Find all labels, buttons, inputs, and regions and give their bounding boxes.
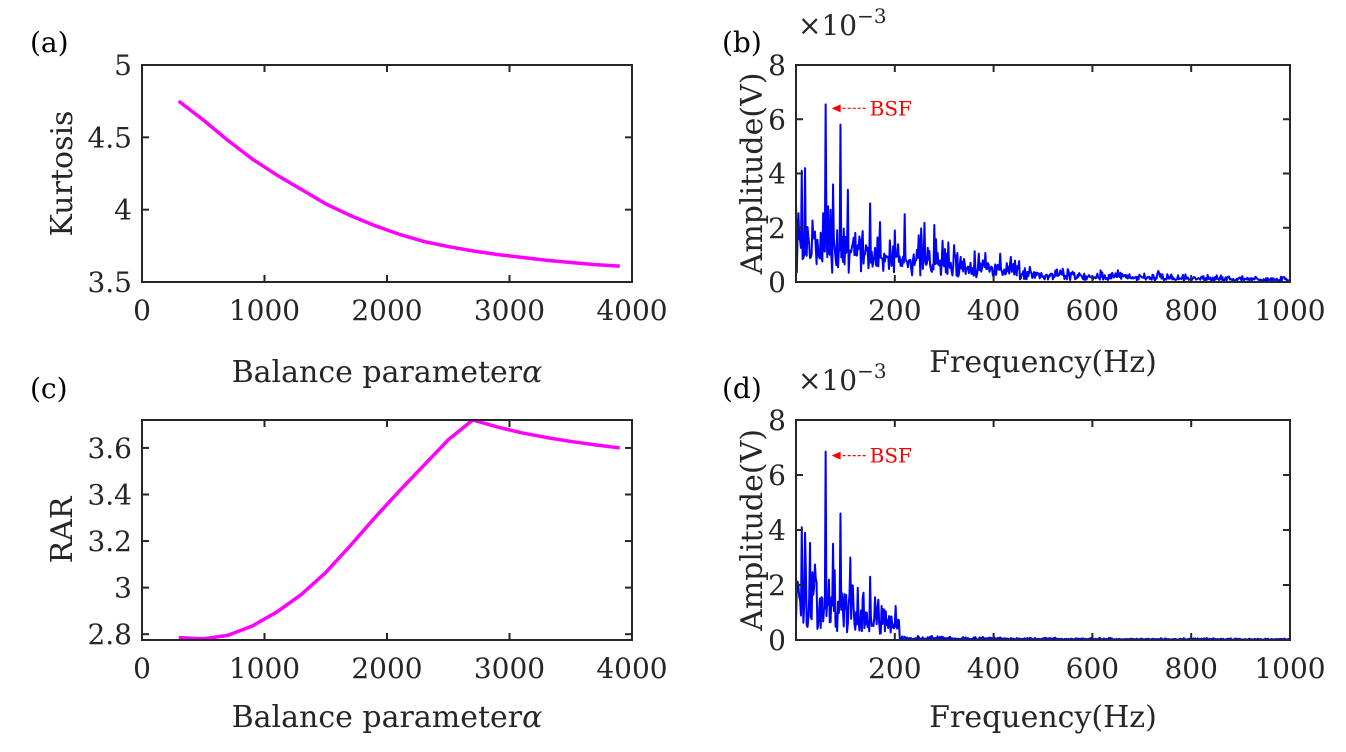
x-tick-label: 2000 [351, 652, 422, 685]
y-tick-label: 3.5 [87, 266, 132, 299]
x-tick-label: 4000 [596, 652, 667, 685]
panel-label: (c) [30, 372, 68, 405]
y-tick-label: 4 [114, 194, 132, 227]
y-tick-label: 3 [114, 572, 132, 605]
panel-d: 200 400 600 800 1000 0 2 4 6 8 Frequency(Hz) Amplit… [722, 359, 1326, 735]
x-axis-label: Balance parameterα [232, 700, 543, 735]
x-tick-label: 800 [1164, 652, 1217, 685]
x-tick-label: 0 [133, 294, 151, 327]
y-tick-label: 0 [768, 624, 786, 657]
y-tick-label: 4 [768, 514, 786, 547]
panel-c: 0 1000 2000 3000 4000 2.8 3 3.2 3.4 3.6 Balance pa… [30, 372, 668, 735]
y-tick-label: 2 [768, 212, 786, 245]
x-tick-label: 400 [967, 652, 1020, 685]
x-tick-label: 0 [133, 652, 151, 685]
y-tick-label: 6 [768, 459, 786, 492]
y-tick-label: 4 [768, 158, 786, 191]
panel-label: (a) [30, 26, 69, 59]
x-tick-label: 4000 [596, 294, 667, 327]
panel-a: 0 1000 2000 3000 4000 3.5 4 4.5 5 Balance paramet… [30, 26, 668, 390]
x-tick-label: 1000 [1254, 652, 1325, 685]
annotation-arrow-head [831, 451, 841, 460]
annotation-label: BSF [870, 96, 912, 120]
x-axis-label: Frequency(Hz) [929, 700, 1157, 735]
data-series-line [178, 420, 620, 640]
axes-box [141, 64, 633, 283]
annotation-label: BSF [870, 444, 912, 468]
x-tick-label: 1000 [229, 294, 300, 327]
y-tick-label: 0 [768, 266, 786, 299]
x-tick-label: 3000 [474, 294, 545, 327]
x-tick-label: 200 [868, 294, 921, 327]
spectrum-line [796, 450, 1290, 640]
x-tick-label: 600 [1066, 652, 1119, 685]
y-tick-label: 2 [768, 569, 786, 602]
panel-label: (d) [722, 372, 762, 405]
y-axis-label: Amplitude(V) [735, 73, 770, 276]
y-tick-label: 2.8 [87, 618, 132, 651]
x-tick-label: 800 [1164, 294, 1217, 327]
y-tick-label: 4.5 [87, 121, 132, 154]
data-series-line [177, 99, 620, 268]
x-axis-label-symbol: α [522, 355, 542, 390]
panel-b: 200 400 600 800 1000 0 2 4 6 8 Frequency(Hz) Amplit… [722, 4, 1326, 380]
x-tick-label: 2000 [351, 294, 422, 327]
scale-exponent-power: −3 [857, 4, 886, 28]
y-tick-label: 8 [768, 404, 786, 437]
y-tick-label: 6 [768, 103, 786, 136]
scale-exponent-base: ×10 [798, 9, 857, 42]
y-tick-label: 3.4 [87, 478, 132, 511]
x-tick-label: 600 [1066, 294, 1119, 327]
y-tick-label: 5 [114, 49, 132, 82]
y-axis-label: Kurtosis [45, 111, 80, 237]
x-axis-label: Frequency(Hz) [929, 345, 1157, 380]
scale-exponent: ×10−3 [798, 359, 887, 397]
x-tick-label: 1000 [1254, 294, 1325, 327]
x-tick-label: 400 [967, 294, 1020, 327]
x-tick-label: 3000 [474, 652, 545, 685]
scale-exponent: ×10−3 [798, 4, 887, 42]
y-tick-label: 3.6 [87, 432, 132, 465]
x-tick-label: 200 [868, 652, 921, 685]
panel-label: (b) [722, 26, 762, 59]
scale-exponent-power: −3 [857, 359, 886, 383]
y-axis-label: RAR [45, 495, 80, 563]
scale-exponent-base: ×10 [798, 364, 857, 397]
x-axis-label: Balance parameterα [232, 355, 543, 390]
annotation-arrow-head [831, 104, 841, 113]
y-axis-label: Amplitude(V) [735, 429, 770, 632]
y-tick-label: 8 [768, 49, 786, 82]
x-tick-label: 1000 [229, 652, 300, 685]
axes-box [141, 419, 633, 641]
spectrum-line [796, 103, 1290, 282]
x-axis-label-symbol: α [522, 700, 542, 735]
y-tick-label: 3.2 [87, 525, 132, 558]
